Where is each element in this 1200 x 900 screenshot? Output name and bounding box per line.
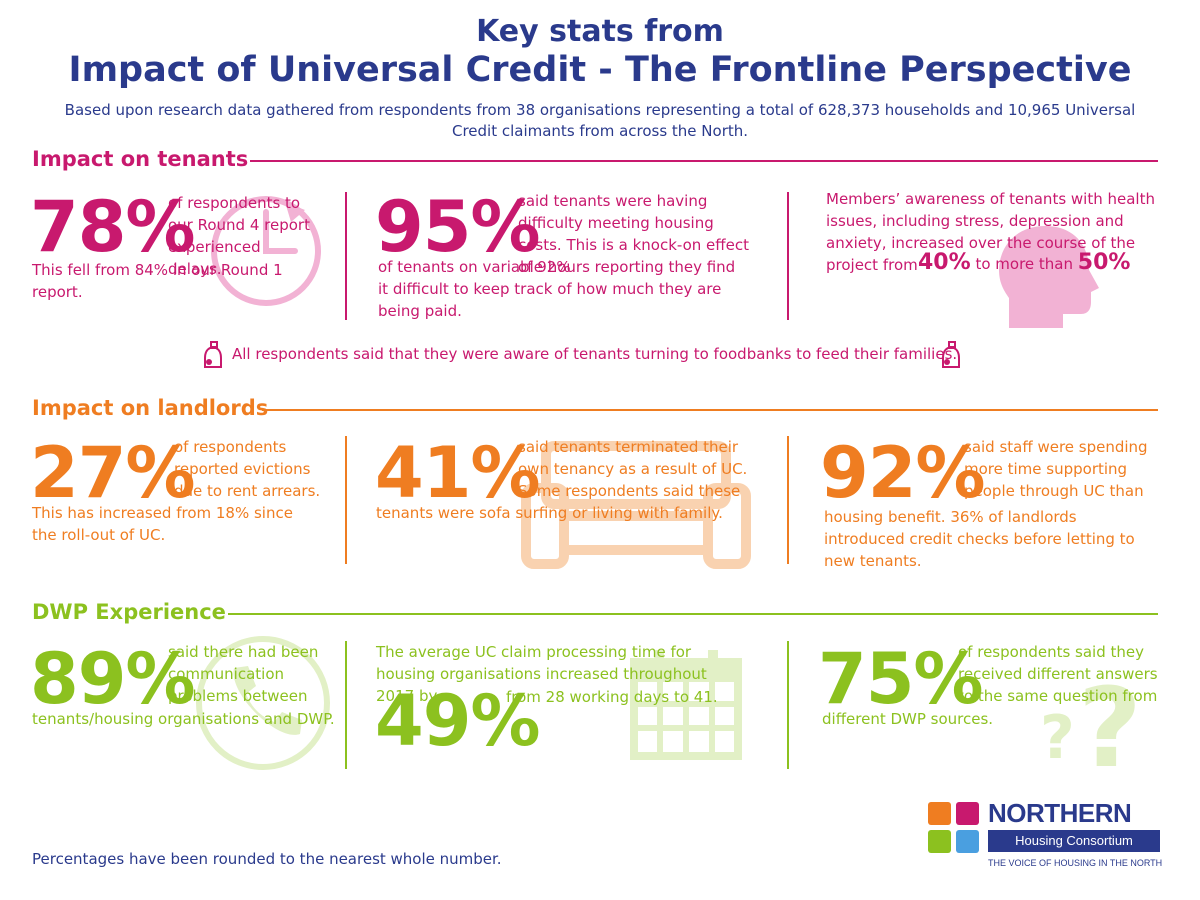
divider [787,436,789,564]
health-stat-line: 40% to more than 50% [918,252,1130,275]
section-heading-tenants: Impact on tenants [32,147,249,171]
section-heading-landlords: Impact on landlords [32,396,269,420]
logo-square-blue [956,830,979,853]
stat-text-different-answers-detail: different DWP sources. [822,710,994,728]
head-icon [999,226,1099,328]
section-rule-landlords [262,409,1158,411]
stat-text-processing-time: The average UC claim processing time for… [376,643,707,705]
stat-text-terminated-detail: tenants were sofa surfing or living with… [376,504,723,522]
stat-value-health-from: 40% [918,250,971,275]
logo-subtitle: Housing Consortium [988,830,1160,852]
clock-icon [211,196,321,306]
section-rule-dwp [228,613,1158,615]
svg-text:?: ? [1040,703,1075,773]
foodbank-text: All respondents said that they were awar… [232,345,958,363]
stat-value-processing-time: 49% [375,680,541,762]
stat-value-different-answers: 75% [818,638,984,720]
stat-text-evictions: of respondents reported evictions due to… [174,438,321,500]
stat-text-delays-detail: This fell from 84% in our Round 1 report… [32,261,283,301]
phone-icon [196,636,330,770]
divider [345,436,347,564]
logo-square-pink [956,802,979,825]
stat-text-communication-detail: tenants/housing organisations and DWP. [32,710,335,728]
divider [787,641,789,769]
stat-text-housing-costs-detail: of tenants on variable hours reporting t… [378,258,736,320]
stat-value-health-to: 50% [1077,250,1131,275]
question-icon: ? ? [1040,664,1142,774]
divider [345,641,347,769]
stat-value-communication: 89% [30,638,196,720]
title-line-1: Key stats from [476,14,724,49]
logo: NORTHERN Housing Consortium THE VOICE OF… [928,798,1164,876]
footer-note: Percentages have been rounded to the nea… [32,850,502,868]
stat-text-terminated: said tenants terminated their own tenanc… [518,438,748,500]
stat-value-delays: 78% [30,186,196,268]
calendar-icon [630,650,742,760]
stat-value-staff-time: 92% [820,432,986,514]
logo-square-orange [928,802,951,825]
stat-text-staff-time-detail: housing benefit. 36% of landlords introd… [824,508,1135,570]
stat-value-housing-costs: 95% [375,186,541,268]
stat-value-terminated: 41% [375,432,541,514]
logo-square-green [928,830,951,853]
stat-text-different-answers: of respondents said they received differ… [958,643,1158,705]
page-title: Impact of Universal Credit - The Frontli… [68,50,1132,90]
logo-wordmark: NORTHERN [988,798,1132,828]
sofa-icon [521,441,751,569]
stat-text-housing-costs: said tenants were having difficulty meet… [518,192,749,276]
section-heading-dwp: DWP Experience [32,600,226,624]
stat-text-delays: of respondents to our Round 4 report exp… [168,194,310,278]
health-connector: to more than [975,255,1073,273]
stat-text-health: Members’ awareness of tenants with healt… [826,190,1155,274]
intro-text: Based upon research data gathered from r… [64,101,1136,140]
stat-text-processing-time-detail: from 28 working days to 41. [506,688,718,706]
stat-text-communication: said there had been communication proble… [168,643,319,705]
stat-value-evictions: 27% [30,432,196,514]
food-jar-icon [204,341,222,368]
svg-text:?: ? [1078,664,1142,774]
divider [787,192,789,320]
divider [345,192,347,320]
food-jar-icon [942,341,960,368]
stat-text-staff-time: said staff were spending more time suppo… [964,438,1148,500]
section-rule-tenants [250,160,1158,162]
stat-text-evictions-detail: This has increased from 18% since the ro… [32,504,293,544]
logo-tagline: THE VOICE OF HOUSING IN THE NORTH [988,858,1163,868]
